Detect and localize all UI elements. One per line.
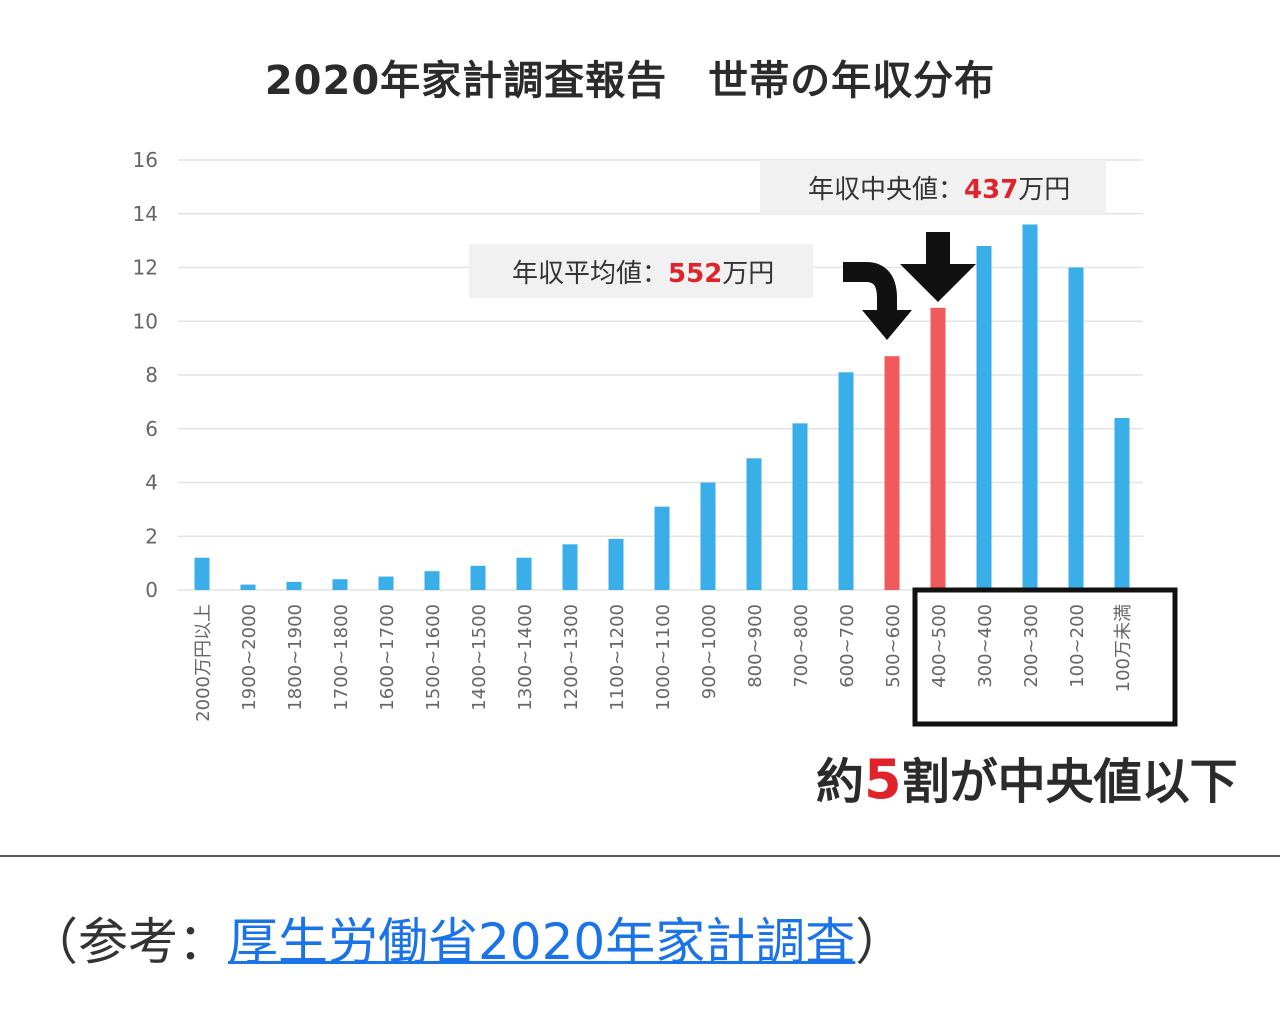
bar-11 xyxy=(700,482,716,590)
x-tick-label: 700~800 xyxy=(791,604,812,688)
bar-0 xyxy=(194,557,210,590)
conclusion-text: 約5割が中央値以下 xyxy=(816,748,1238,811)
divider xyxy=(0,855,1280,857)
bar-6 xyxy=(470,565,486,590)
x-tick-label: 1900~2000 xyxy=(239,604,260,711)
x-tick-label: 1100~1200 xyxy=(607,604,628,711)
bar-3 xyxy=(332,579,348,590)
mean-annotation: 年収平均値：552万円 xyxy=(469,244,813,298)
x-tick-label: 1000~1100 xyxy=(653,604,674,711)
bar-10 xyxy=(654,506,670,590)
chart-figure: 2020年家計調査報告 世帯の年収分布 0 2 4 6 8 10 12 14 16 2000万円… xyxy=(132,58,1238,811)
y-tick-label: 2 xyxy=(145,524,158,548)
bar-5 xyxy=(424,571,440,590)
y-tick-label: 8 xyxy=(145,363,158,387)
x-tick-label: 1200~1300 xyxy=(561,604,582,711)
x-tick-label: 200~300 xyxy=(1021,604,1042,688)
y-tick-label: 12 xyxy=(133,256,158,280)
bar-13 xyxy=(792,423,808,590)
x-tick-label: 2000万円以上 xyxy=(193,604,214,722)
mean-label-box xyxy=(469,244,813,298)
source-link[interactable]: 厚生労働省2020年家計調査 xyxy=(228,913,856,971)
x-tick-label: 1300~1400 xyxy=(515,604,536,711)
bar-2 xyxy=(286,581,302,590)
y-tick-label: 6 xyxy=(145,417,158,441)
curved-arrow-down-icon xyxy=(843,262,912,340)
bar-20 xyxy=(1114,418,1130,590)
x-axis: 2000万円以上 1900~2000 1800~1900 1700~1800 1600~… xyxy=(193,604,1134,722)
y-tick-label: 16 xyxy=(133,148,158,172)
x-tick-label: 1800~1900 xyxy=(285,604,306,711)
y-tick-label: 14 xyxy=(133,202,158,226)
bar-17 xyxy=(976,246,992,590)
x-tick-label: 1400~1500 xyxy=(469,604,490,711)
bar-14 xyxy=(838,372,854,590)
bar-8 xyxy=(562,544,578,590)
bar-9 xyxy=(608,538,624,590)
bar-1 xyxy=(240,584,256,590)
mean-label: 年収平均値：552万円 xyxy=(512,259,774,289)
x-tick-label: 100万未満 xyxy=(1113,604,1134,692)
bar-4 xyxy=(378,576,394,590)
bar-12 xyxy=(746,458,762,590)
x-tick-label: 300~400 xyxy=(975,604,996,688)
bar-chart: 0 2 4 6 8 10 12 14 16 2000万円以上 1900~2000 1800~1900… xyxy=(133,148,1178,727)
bar-18 xyxy=(1022,224,1038,590)
x-tick-label: 900~1000 xyxy=(699,604,720,699)
x-tick-label: 1600~1700 xyxy=(377,604,398,711)
median-label-box xyxy=(760,160,1106,214)
y-axis: 0 2 4 6 8 10 12 14 16 xyxy=(133,148,158,602)
bar-15 xyxy=(884,356,900,590)
bars xyxy=(194,224,1130,590)
y-tick-label: 4 xyxy=(145,471,158,495)
bar-19 xyxy=(1068,267,1084,590)
conclusion-number: 5 xyxy=(864,748,902,811)
median-label: 年収中央値：437万円 xyxy=(808,175,1070,205)
x-tick-label: 400~500 xyxy=(929,604,950,688)
x-tick-label: 500~600 xyxy=(883,604,904,688)
x-tick-label: 800~900 xyxy=(745,604,766,688)
bar-16 xyxy=(930,307,946,590)
x-tick-label: 1500~1600 xyxy=(423,604,444,711)
y-tick-label: 10 xyxy=(133,309,158,333)
source-note: （参考：厚生労働省2020年家計調査） xyxy=(28,913,906,971)
x-tick-label: 100~200 xyxy=(1067,604,1088,688)
median-annotation: 年収中央値：437万円 xyxy=(760,160,1106,214)
x-tick-label: 1700~1800 xyxy=(331,604,352,711)
y-tick-label: 0 xyxy=(145,578,158,602)
bar-7 xyxy=(516,557,532,590)
below-median-box xyxy=(912,587,1178,727)
chart-title: 2020年家計調査報告 世帯の年収分布 xyxy=(264,58,996,104)
x-tick-label: 600~700 xyxy=(837,604,858,688)
arrow-down-icon xyxy=(900,232,976,302)
